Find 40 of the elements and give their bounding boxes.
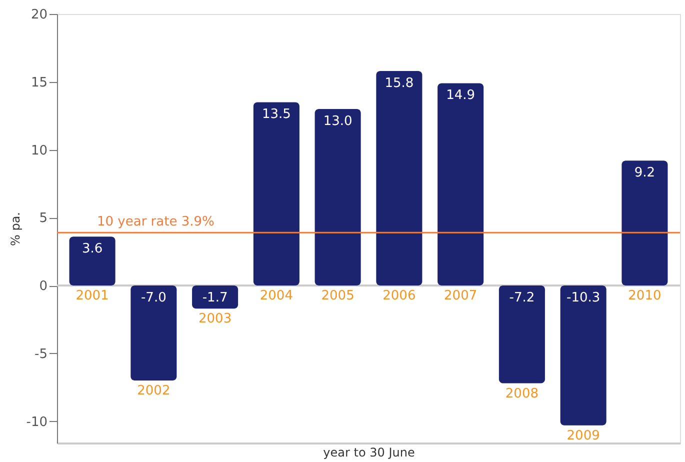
bar <box>498 286 545 384</box>
data-label: 9.2 <box>634 166 656 181</box>
bar <box>314 109 361 286</box>
bar <box>622 160 668 286</box>
data-label: 3.6 <box>82 242 103 257</box>
data-label: -7.0 <box>140 290 166 306</box>
data-label: 13.5 <box>262 107 291 122</box>
x-tick-label: 2001 <box>76 288 109 304</box>
x-tick-label: 2008 <box>505 386 538 402</box>
ref-line-label: 10 year rate 3.9% <box>97 214 214 230</box>
y-tick-label: -10 <box>26 414 48 430</box>
x-tick-label: 2003 <box>198 312 232 327</box>
x-tick-label: 2002 <box>137 384 170 399</box>
x-tick-label: 2007 <box>444 288 478 304</box>
bar <box>560 286 606 426</box>
x-tick-label: 2004 <box>260 288 293 304</box>
x-tick-label: 2010 <box>628 288 662 304</box>
bar <box>438 83 484 286</box>
y-axis-title: % pa. <box>8 212 22 246</box>
bar <box>130 286 177 381</box>
bar <box>376 71 422 286</box>
bar <box>192 286 238 309</box>
data-label: -1.7 <box>202 290 228 306</box>
y-tick-label: 0 <box>39 279 48 294</box>
x-tick-label: 2009 <box>566 428 600 444</box>
x-tick-label: 2006 <box>382 288 416 304</box>
y-tick-label: 5 <box>39 211 48 226</box>
x-tick-label: 2005 <box>321 288 354 304</box>
data-label: 13.0 <box>323 114 352 130</box>
data-label: -7.2 <box>509 290 535 306</box>
data-label: 15.8 <box>384 76 414 92</box>
bar <box>69 236 116 286</box>
y-tick-label: 10 <box>30 143 48 158</box>
data-label: -10.3 <box>566 290 600 306</box>
data-label: 14.9 <box>446 88 476 104</box>
x-axis-title: year to 30 June <box>323 446 415 460</box>
bar <box>253 102 300 286</box>
y-tick-label: 20 <box>30 8 48 22</box>
y-tick-label: 15 <box>30 75 48 90</box>
y-tick-label: -5 <box>34 346 48 362</box>
